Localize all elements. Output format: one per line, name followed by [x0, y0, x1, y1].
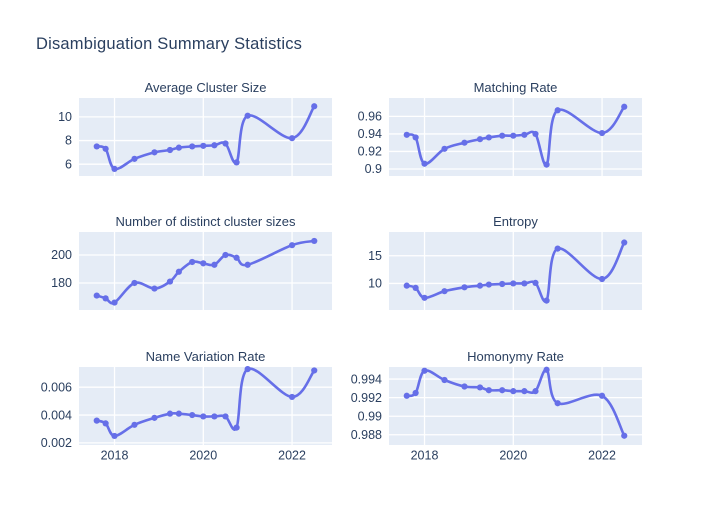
subplot-title-distinct-cluster-sizes: Number of distinct cluster sizes	[115, 214, 296, 229]
svg-text:10: 10	[368, 277, 382, 291]
svg-text:0.9: 0.9	[365, 162, 382, 176]
svg-text:0.992: 0.992	[351, 391, 382, 405]
subplot-average-cluster-size: Average Cluster Size 6 8 10	[24, 80, 334, 197]
svg-text:2018: 2018	[101, 449, 129, 463]
line-chart-name-variation-rate[interactable]: 0.002 0.004 0.006 2018 2020 2022	[24, 366, 334, 466]
svg-text:0.99: 0.99	[358, 409, 382, 423]
subplot-entropy: Entropy 10 15	[334, 214, 644, 331]
figure-title: Disambiguation Summary Statistics	[36, 35, 303, 53]
svg-text:180: 180	[51, 276, 72, 290]
svg-text:0.994: 0.994	[351, 372, 382, 386]
svg-text:2022: 2022	[278, 449, 306, 463]
svg-text:2018: 2018	[411, 449, 439, 463]
svg-text:8: 8	[65, 134, 72, 148]
subplot-distinct-cluster-sizes: Number of distinct cluster sizes 180 200	[24, 214, 334, 331]
svg-text:2020: 2020	[499, 449, 527, 463]
subplot-homonymy-rate: Homonymy Rate 0.988 0.99 0.992 0.994 2018 202…	[334, 349, 644, 466]
svg-text:0.96: 0.96	[358, 110, 382, 124]
subplot-matching-rate: Matching Rate 0.9 0.92 0.94 0.96	[334, 80, 644, 197]
subplot-name-variation-rate: Name Variation Rate 0.002 0.004 0.006 2018 2…	[24, 349, 334, 466]
line-chart-homonymy-rate[interactable]: 0.988 0.99 0.992 0.994 2018 2020 2022	[334, 366, 644, 466]
line-chart-average-cluster-size[interactable]: 6 8 10	[24, 97, 334, 197]
subplot-title-name-variation-rate: Name Variation Rate	[145, 349, 266, 364]
line-chart-distinct-cluster-sizes[interactable]: 180 200	[24, 231, 334, 331]
line-chart-entropy[interactable]: 10 15	[334, 231, 644, 331]
svg-text:0.988: 0.988	[351, 428, 382, 442]
subplot-title-entropy: Entropy	[493, 214, 538, 229]
subplot-title-homonymy-rate: Homonymy Rate	[467, 349, 564, 364]
svg-text:0.004: 0.004	[41, 408, 72, 422]
svg-text:0.92: 0.92	[358, 145, 382, 159]
subplot-title-average-cluster-size: Average Cluster Size	[144, 80, 267, 95]
subplot-title-matching-rate: Matching Rate	[473, 80, 558, 95]
svg-text:2022: 2022	[588, 449, 616, 463]
line-chart-matching-rate[interactable]: 0.9 0.92 0.94 0.96	[334, 97, 644, 197]
svg-text:0.94: 0.94	[358, 127, 382, 141]
svg-text:2020: 2020	[189, 449, 217, 463]
svg-text:6: 6	[65, 157, 72, 171]
svg-text:10: 10	[58, 110, 72, 124]
svg-text:0.002: 0.002	[41, 436, 72, 450]
svg-text:15: 15	[368, 249, 382, 263]
svg-text:200: 200	[51, 248, 72, 262]
svg-text:0.006: 0.006	[41, 380, 72, 394]
